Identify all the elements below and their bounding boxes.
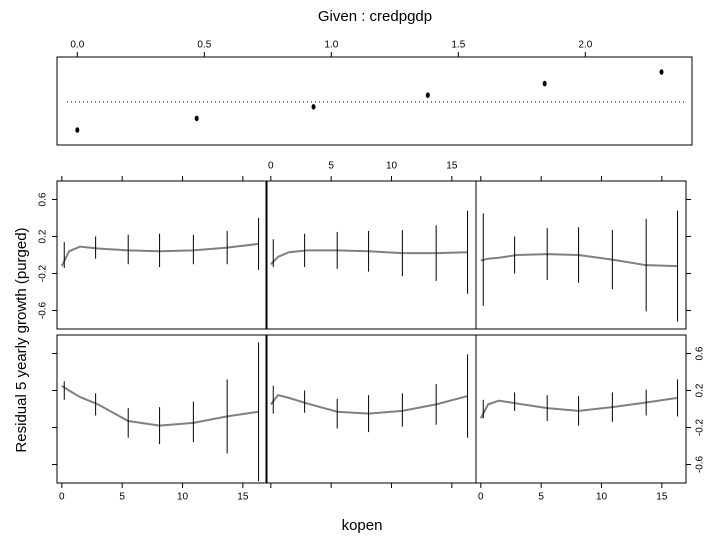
y-tick-label: -0.2 (38, 264, 49, 282)
smooth-curve (61, 385, 259, 427)
given-point (194, 115, 199, 122)
panel (475, 334, 687, 484)
x-tick-label: 5 (538, 492, 544, 503)
smooth-curve (60, 242, 259, 267)
y-tick-label: 0.6 (38, 192, 49, 206)
x-tick-label: 10 (177, 492, 189, 503)
smooth-curve (270, 249, 468, 265)
panel (56, 180, 268, 330)
x-tick-label: 2.0 (578, 40, 592, 51)
x-tick-label: 0 (59, 492, 65, 503)
x-tick-label: 10 (386, 161, 398, 172)
panel (265, 334, 477, 484)
smooth-curve (479, 396, 678, 419)
given-point (425, 92, 430, 98)
x-tick-label: 5 (328, 161, 334, 172)
x-tick-label: 15 (237, 492, 249, 503)
x-tick-label: 1.5 (451, 40, 465, 51)
given-point (311, 104, 316, 110)
x-tick-label: 1.0 (324, 40, 338, 51)
x-tick-label: 0 (268, 161, 274, 172)
smooth-curve (480, 253, 678, 268)
y-tick-label: -0.6 (38, 301, 49, 319)
x-tick-label: 15 (656, 492, 668, 503)
y-tick-label: 0.6 (695, 346, 705, 360)
given-point (542, 80, 547, 87)
y-tick-label: -0.6 (695, 455, 705, 473)
x-axis-label: kopen (342, 517, 383, 534)
panel (265, 180, 477, 330)
x-tick-label: 5 (119, 492, 125, 503)
given-point (75, 127, 80, 133)
chart-title: Given : credpgdp (318, 8, 432, 25)
smooth-curve (270, 393, 468, 415)
given-panel (56, 56, 693, 146)
panel (475, 180, 687, 330)
y-tick-label: 0.2 (38, 229, 49, 243)
y-tick-label: 0.2 (695, 383, 705, 397)
x-tick-label: 0.0 (70, 40, 84, 51)
x-tick-label: 0 (478, 492, 484, 503)
y-tick-label: -0.2 (695, 418, 705, 436)
panel (56, 334, 268, 484)
x-tick-label: 10 (596, 492, 608, 503)
given-point (659, 69, 664, 75)
y-axis-label: Residual 5 yearly growth (purged) (13, 227, 30, 452)
x-tick-label: 15 (446, 161, 458, 172)
x-tick-label: 0.5 (197, 40, 211, 51)
